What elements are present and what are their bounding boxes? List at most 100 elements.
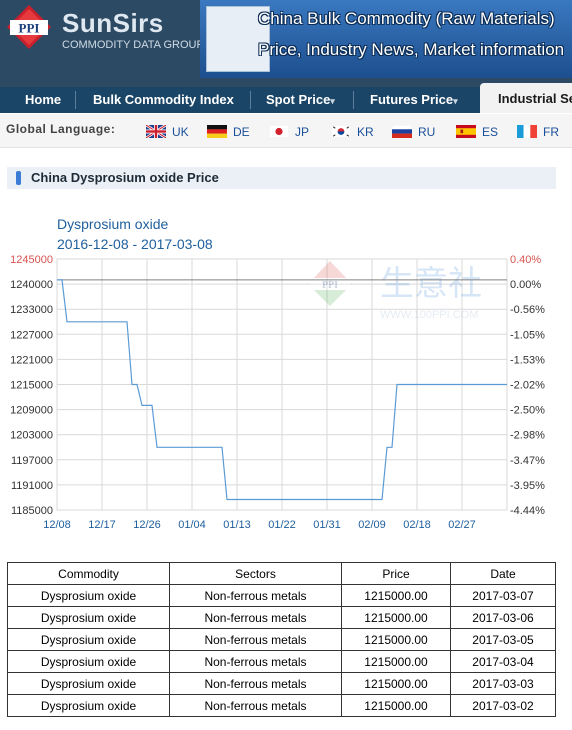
cell-commodity: Dysprosium oxide bbox=[7, 650, 170, 673]
x-tick-label: 12/08 bbox=[43, 519, 71, 531]
header-banner[interactable]: China Bulk Commodity (Raw Materials) Pri… bbox=[200, 0, 572, 78]
chart-title: Dysprosium oxide bbox=[57, 216, 168, 232]
nav-item-home[interactable]: Home bbox=[25, 87, 61, 113]
column-header-commodity: Commodity bbox=[7, 562, 170, 585]
nav-item-bulk-commodity-index[interactable]: Bulk Commodity Index bbox=[93, 87, 234, 113]
cell-sector: Non-ferrous metals bbox=[169, 694, 342, 717]
x-tick-label: 01/13 bbox=[223, 519, 251, 531]
nav-item-spot-price[interactable]: Spot Price▾ bbox=[266, 87, 335, 113]
banner-screenshot-image bbox=[206, 6, 270, 72]
korea-flag-icon bbox=[331, 125, 351, 138]
language-uk[interactable]: UK bbox=[146, 123, 189, 139]
y-tick-label-right: -1.53% bbox=[510, 354, 545, 366]
nav-item-label: Home bbox=[25, 92, 62, 107]
uk-flag-icon bbox=[146, 125, 166, 138]
language-jp[interactable]: JP bbox=[269, 123, 309, 139]
language-code: KR bbox=[357, 125, 374, 139]
germany-flag-icon bbox=[207, 125, 227, 138]
cell-sector: Non-ferrous metals bbox=[169, 650, 342, 673]
x-tick-label: 01/04 bbox=[178, 519, 206, 531]
language-code: JP bbox=[295, 125, 310, 139]
table-header-row: Commodity Sectors Price Date bbox=[7, 562, 556, 585]
table-row: Dysprosium oxide Non-ferrous metals 121500… bbox=[7, 628, 556, 651]
nav-item-label: Spot Price bbox=[266, 92, 331, 107]
cell-commodity: Dysprosium oxide bbox=[7, 606, 170, 629]
nav-item-futures-price[interactable]: Futures Price▾ bbox=[370, 87, 458, 113]
y-tick-label-left: 1233000 bbox=[10, 304, 53, 316]
ppi-logo[interactable]: PPI bbox=[6, 4, 52, 54]
y-tick-label-left: 1209000 bbox=[10, 405, 53, 417]
brand-name[interactable]: SunSirs bbox=[62, 8, 164, 38]
section-marker-icon bbox=[16, 171, 21, 185]
language-de[interactable]: DE bbox=[207, 123, 250, 139]
nav-divider bbox=[75, 91, 76, 109]
y-tick-label-right: 0.40% bbox=[510, 254, 541, 266]
cell-price: 1215000.00 bbox=[341, 672, 451, 695]
banner-line: Price, Industry News, Market information bbox=[258, 40, 565, 59]
x-tick-label: 12/26 bbox=[133, 519, 161, 531]
cell-commodity: Dysprosium oxide bbox=[7, 694, 170, 717]
cell-sector: Non-ferrous metals bbox=[169, 606, 342, 629]
price-line bbox=[57, 279, 507, 501]
chart-ticks: 1245000 0.40% 1240000 0.00% 1233000 -0.56% 122… bbox=[10, 254, 545, 531]
section-header: China Dysprosium oxide Price bbox=[7, 167, 556, 189]
table-row: Dysprosium oxide Non-ferrous metals 121500… bbox=[7, 650, 556, 673]
watermark-brand: 生意社 bbox=[380, 264, 482, 304]
nav-item-industrial-se[interactable]: Industrial Se bbox=[480, 83, 572, 113]
main-nav: Home Bulk Commodity Index Spot Price▾ Fu… bbox=[0, 87, 572, 113]
section-title: China Dysprosium oxide Price bbox=[31, 170, 219, 185]
japan-flag-icon bbox=[269, 125, 289, 138]
y-tick-label-left: 1185000 bbox=[11, 505, 53, 517]
y-tick-label-right: -3.95% bbox=[510, 480, 545, 492]
x-tick-label: 02/09 bbox=[358, 519, 386, 531]
table-body: Dysprosium oxide Non-ferrous metals 121500… bbox=[7, 584, 556, 717]
cell-date: 2017-03-06 bbox=[450, 606, 556, 629]
y-tick-label-right: -3.47% bbox=[510, 455, 545, 467]
y-tick-label-left: 1215000 bbox=[10, 380, 53, 392]
y-tick-label-right: -2.02% bbox=[510, 380, 545, 392]
y-tick-label-right: -1.05% bbox=[510, 329, 545, 341]
table-row: Dysprosium oxide Non-ferrous metals 121500… bbox=[7, 672, 556, 695]
nav-item-label: Industrial Se bbox=[498, 91, 572, 106]
cell-sector: Non-ferrous metals bbox=[169, 672, 342, 695]
logo-text: PPI bbox=[19, 21, 40, 36]
language-es[interactable]: ES bbox=[456, 123, 498, 139]
watermark-logo-text: PPI bbox=[322, 280, 338, 291]
language-code: DE bbox=[233, 125, 250, 139]
x-tick-label: 02/27 bbox=[448, 519, 476, 531]
language-bar-title: Global Language: bbox=[6, 122, 116, 136]
table-row: Dysprosium oxide Non-ferrous metals 121500… bbox=[7, 694, 556, 717]
cell-commodity: Dysprosium oxide bbox=[7, 628, 170, 651]
cell-price: 1215000.00 bbox=[341, 650, 451, 673]
cell-price: 1215000.00 bbox=[341, 628, 451, 651]
y-tick-label-right: -4.44% bbox=[510, 505, 545, 517]
x-tick-label: 01/31 bbox=[313, 519, 341, 531]
cell-commodity: Dysprosium oxide bbox=[7, 672, 170, 695]
language-ru[interactable]: RU bbox=[392, 123, 435, 139]
france-flag-icon bbox=[517, 125, 537, 138]
language-kr[interactable]: KR bbox=[331, 123, 374, 139]
cell-date: 2017-03-03 bbox=[450, 672, 556, 695]
cell-price: 1215000.00 bbox=[341, 584, 451, 607]
column-header-price: Price bbox=[341, 562, 451, 585]
language-code: RU bbox=[418, 125, 436, 139]
price-chart: PPI 生意社 WWW.100PPI.COM 1245000 0.40% 12400… bbox=[10, 216, 545, 531]
russia-flag-icon bbox=[392, 125, 412, 138]
spain-flag-icon bbox=[456, 125, 476, 138]
column-header-date: Date bbox=[450, 562, 556, 585]
price-table: Commodity Sectors Price Date Dysprosium … bbox=[7, 562, 556, 717]
language-code: FR bbox=[543, 125, 559, 139]
x-tick-label: 01/22 bbox=[268, 519, 296, 531]
y-tick-label-left: 1240000 bbox=[10, 279, 53, 291]
nav-item-label: Futures Price bbox=[370, 92, 454, 107]
x-tick-label: 12/17 bbox=[88, 519, 116, 531]
cell-price: 1215000.00 bbox=[341, 694, 451, 717]
table-row: Dysprosium oxide Non-ferrous metals 121500… bbox=[7, 606, 556, 629]
chart-watermark: PPI 生意社 WWW.100PPI.COM bbox=[308, 261, 482, 321]
y-tick-label-left: 1221000 bbox=[10, 354, 53, 366]
language-code: UK bbox=[172, 125, 189, 139]
language-fr[interactable]: FR bbox=[517, 123, 559, 139]
cell-date: 2017-03-04 bbox=[450, 650, 556, 673]
cell-date: 2017-03-02 bbox=[450, 694, 556, 717]
y-tick-label-left: 1203000 bbox=[10, 430, 53, 442]
